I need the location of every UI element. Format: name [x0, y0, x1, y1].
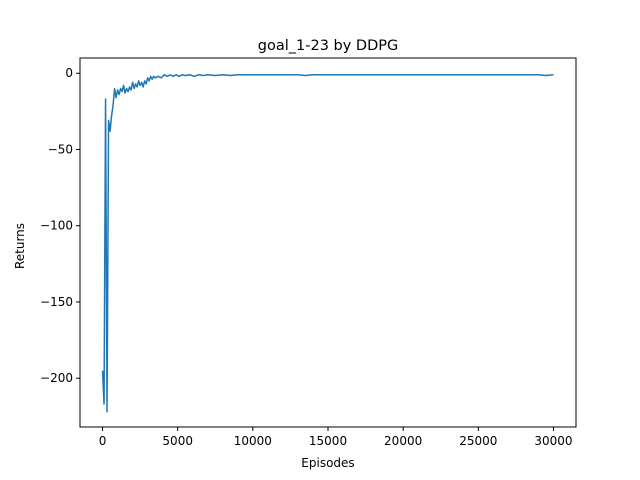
- x-tick-label: 0: [99, 434, 107, 448]
- y-tick-label: −200: [40, 371, 73, 385]
- plot-frame: [79, 57, 577, 428]
- series-line-0: [101, 74, 554, 413]
- y-tick-label: 0: [65, 66, 73, 80]
- x-axis-label: Episodes: [301, 456, 354, 470]
- x-tick-label: 25000: [459, 434, 497, 448]
- y-tick-label: −100: [40, 219, 73, 233]
- x-tick-label: 30000: [534, 434, 572, 448]
- y-axis-label: Returns: [13, 223, 27, 269]
- y-axis-ticks: 0 −50 −100 −150 −200: [40, 66, 80, 385]
- chart-title: goal_1-23 by DDPG: [258, 38, 398, 54]
- x-tick-label: 20000: [384, 434, 422, 448]
- y-tick-label: −150: [40, 295, 73, 309]
- x-axis-ticks: 0 5000 10000 15000 20000 25000 30000: [99, 427, 573, 448]
- plot-area: [101, 74, 554, 413]
- x-tick-label: 10000: [234, 434, 272, 448]
- x-tick-label: 15000: [309, 434, 347, 448]
- x-tick-label: 5000: [162, 434, 193, 448]
- y-tick-label: −50: [48, 142, 73, 156]
